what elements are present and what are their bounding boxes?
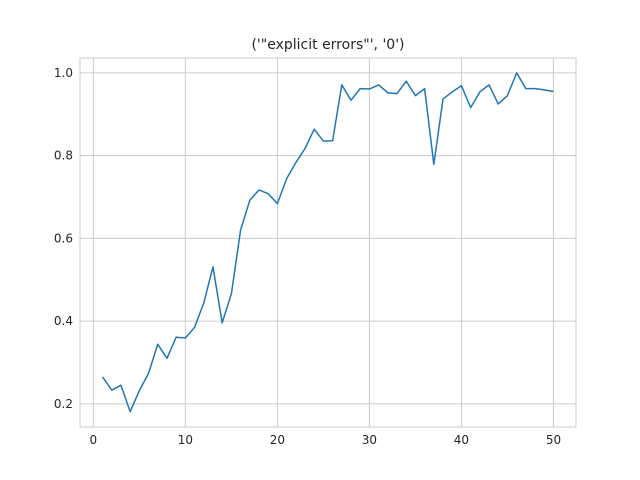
y-tick-label: 0.4 <box>54 314 73 328</box>
x-tick-label: 30 <box>362 433 377 447</box>
x-tick-label: 40 <box>454 433 469 447</box>
y-axis-ticks: 0.2 0.4 0.6 0.8 1.0 <box>54 66 73 411</box>
y-tick-label: 1.0 <box>54 66 73 80</box>
y-tick-label: 0.8 <box>54 149 73 163</box>
series-line <box>101 72 554 413</box>
x-grid <box>92 58 554 427</box>
chart-title: ('"explicit errors"', '0') <box>251 37 404 53</box>
x-tick-label: 50 <box>546 433 561 447</box>
y-tick-label: 0.2 <box>54 397 73 411</box>
x-tick-label: 0 <box>90 433 98 447</box>
series-points <box>102 72 554 412</box>
y-grid <box>80 72 576 405</box>
axes-frame <box>79 57 577 428</box>
y-tick-label: 0.6 <box>54 231 73 245</box>
x-tick-label: 20 <box>270 433 285 447</box>
x-tick-label: 10 <box>178 433 193 447</box>
x-axis-ticks: 0 10 20 30 40 50 <box>90 433 562 447</box>
